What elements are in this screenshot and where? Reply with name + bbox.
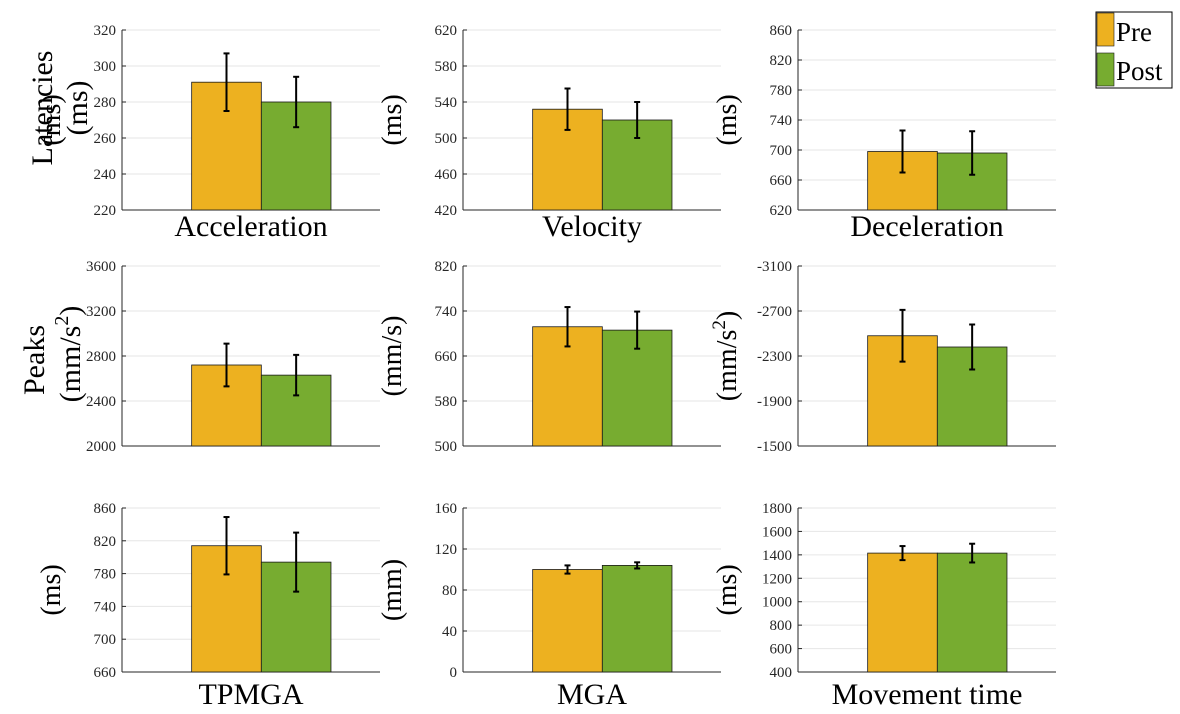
row-label-peaks: Peaks (mm/s2) — [18, 306, 87, 403]
panel-2-ytick-label: 460 — [435, 167, 458, 183]
panel-1: 220 240 260 280 300 320 Acceleration (ms) — [36, 23, 380, 243]
panel-6-ytick-label: -1900 — [757, 394, 792, 410]
panel-7-ytick-label: 660 — [94, 665, 117, 681]
panel-6-ytick-label: -2700 — [757, 304, 792, 320]
panel-2-ytick-label: 420 — [435, 203, 458, 219]
panel-9-ytick-label: 1400 — [762, 548, 792, 564]
panel-5: 500 580 660 740 820 (mm/s) — [377, 259, 721, 455]
panel-8-ylabel: (mm) — [377, 559, 408, 621]
panel-8-ytick-label: 120 — [435, 542, 458, 558]
panel-9-xlabel: Movement time — [832, 678, 1023, 711]
panel-4-ytick-label: 3600 — [86, 259, 116, 275]
row-label-latencies-line1: Latencies — [26, 51, 59, 166]
panel-3-ytick-label: 740 — [770, 113, 793, 129]
panel-7: 660 700 740 780 820 860 TPMGA (ms) — [36, 501, 380, 711]
panel-5-ytick-label: 660 — [435, 349, 458, 365]
panel-9-ytick-label: 1200 — [762, 571, 792, 587]
panel-4-ytick-label: 3200 — [86, 304, 116, 320]
panel-3-ytick-label: 620 — [770, 203, 793, 219]
panel-5-ylabel: (mm/s) — [377, 316, 408, 397]
panel-3-ytick-label: 660 — [770, 173, 793, 189]
panel-3: 620 660 700 740 780 820 860 Deceleration (ms) — [712, 23, 1056, 243]
panel-1-ytick-label: 260 — [94, 131, 117, 147]
panel-7-ytick-label: 700 — [94, 632, 117, 648]
panel-8-bar-pre — [532, 569, 603, 673]
panel-2-ytick-label: 540 — [435, 95, 458, 111]
panel-3-xlabel: Deceleration — [850, 210, 1003, 243]
panel-8-ytick-label: 40 — [442, 624, 457, 640]
panel-6-ylabel: (mm/s2) — [709, 311, 743, 401]
panel-3-ylabel: (ms) — [712, 94, 743, 145]
panel-1-ytick-label: 300 — [94, 59, 117, 75]
panel-6-ylabel-sup: 2 — [709, 320, 730, 330]
row-label-peaks-sup: 2 — [51, 316, 73, 326]
panel-2: 420 460 500 540 580 620 Velocity (ms) — [377, 23, 721, 243]
panel-7-ylabel: (ms) — [36, 564, 67, 615]
panel-1-ylabel: (ms) — [36, 94, 67, 145]
panel-3-ytick-label: 820 — [770, 53, 793, 69]
row-label-latencies-line2: (ms) — [61, 81, 94, 136]
panel-8-ytick-label: 0 — [450, 665, 458, 681]
panel-1-ytick-label: 280 — [94, 95, 117, 111]
legend: Pre Post — [1095, 11, 1173, 89]
panel-2-ytick-label: 620 — [435, 23, 458, 39]
panel-7-ytick-label: 780 — [94, 567, 117, 583]
panel-6-ytick-label: -3100 — [757, 259, 792, 275]
panel-9: 400 600 800 1000 1200 1400 1600 1800 Movement ti… — [712, 501, 1056, 711]
panel-4-ytick-label: 2400 — [86, 394, 116, 410]
panel-8-ytick-label: 160 — [435, 501, 458, 517]
panel-4-ytick-label: 2800 — [86, 349, 116, 365]
panel-2-xlabel: Velocity — [542, 210, 642, 243]
panel-7-ytick-label: 860 — [94, 501, 117, 517]
panel-6-ytick-label: -2300 — [757, 349, 792, 365]
row-label-peaks-line1: Peaks — [18, 325, 51, 395]
panel-9-ytick-label: 1800 — [762, 501, 792, 517]
row-label-peaks-line2: (mm/s2) — [51, 306, 87, 403]
panel-9-ytick-label: 1000 — [762, 595, 792, 611]
panel-7-ytick-label: 740 — [94, 599, 117, 615]
panel-2-ylabel: (ms) — [377, 94, 408, 145]
panel-9-ytick-label: 1600 — [762, 524, 792, 540]
row-label-peaks-tail: ) — [54, 306, 87, 316]
row-label-latencies: Latencies (ms) — [26, 51, 94, 166]
legend-label-pre: Pre — [1116, 17, 1152, 47]
panel-8-ytick-label: 80 — [442, 583, 457, 599]
panel-8-bar-post — [601, 565, 673, 673]
panel-3-ytick-label: 700 — [770, 143, 793, 159]
panel-3-ytick-label: 780 — [770, 83, 793, 99]
panel-8: 0 40 80 120 160 MGA (mm) — [377, 501, 721, 711]
panel-1-ytick-label: 240 — [94, 167, 117, 183]
row-label-peaks-unit: (mm/s — [54, 326, 87, 403]
panel-9-ylabel: (ms) — [712, 564, 743, 615]
panel-2-ytick-label: 500 — [435, 131, 458, 147]
panel-5-ytick-label: 500 — [435, 439, 458, 455]
panel-8-xlabel: MGA — [557, 678, 627, 711]
panel-9-bar-post — [936, 552, 1008, 673]
legend-swatch-pre — [1096, 12, 1115, 47]
legend-swatch-post — [1096, 52, 1115, 87]
panel-6-ytick-label: -1500 — [757, 439, 792, 455]
panel-5-ytick-label: 580 — [435, 394, 458, 410]
panel-3-ytick-label: 860 — [770, 23, 793, 39]
panel-6-ylabel-unit: (mm/s — [712, 330, 743, 402]
panel-2-ytick-label: 580 — [435, 59, 458, 75]
legend-label-post: Post — [1116, 56, 1163, 86]
panel-4: 2000 2400 2800 3200 3600 — [86, 259, 380, 455]
panel-9-ytick-label: 400 — [770, 665, 793, 681]
panel-1-xlabel: Acceleration — [174, 210, 327, 243]
panel-9-ytick-label: 600 — [770, 642, 793, 658]
panel-6-ylabel-tail: ) — [712, 311, 743, 320]
panel-1-ytick-label: 320 — [94, 23, 117, 39]
panel-6: -1500 -1900 -2300 -2700 -3100 (mm/s2) — [709, 259, 1056, 455]
panel-9-ytick-label: 800 — [770, 618, 793, 634]
panel-7-ytick-label: 820 — [94, 534, 117, 550]
panel-7-xlabel: TPMGA — [198, 678, 303, 711]
panel-1-ytick-label: 220 — [94, 203, 117, 219]
panel-5-ytick-label: 740 — [435, 304, 458, 320]
panel-4-ytick-label: 2000 — [86, 439, 116, 455]
panel-5-ytick-label: 820 — [435, 259, 458, 275]
panel-9-bar-pre — [867, 552, 938, 673]
